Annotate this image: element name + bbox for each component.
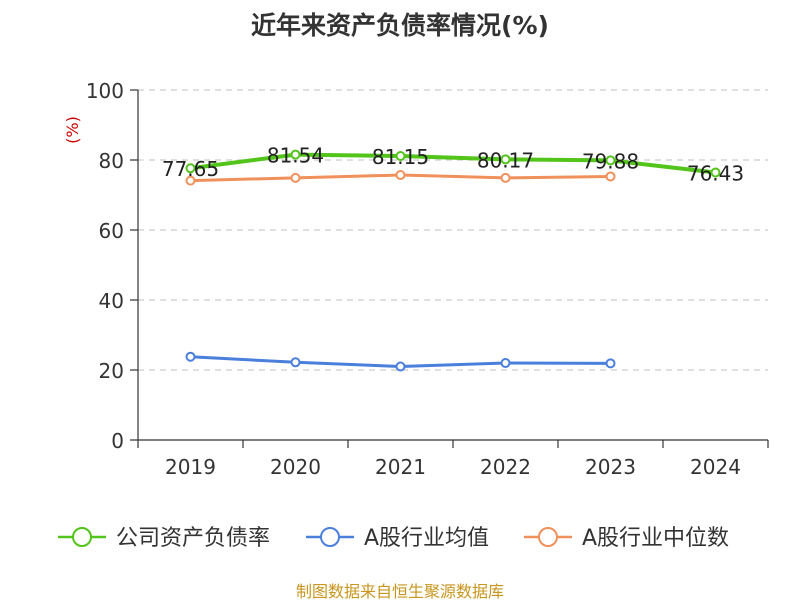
data-point	[710, 167, 721, 178]
legend-label: A股行业均值	[364, 526, 489, 551]
legend-marker	[72, 527, 92, 547]
y-tick-label: 0	[111, 429, 124, 453]
legend: 公司资产负债率 A股行业均值 A股行业中位数	[58, 526, 729, 551]
legend-label: 公司资产负债率	[116, 526, 270, 551]
data-label: 79.88	[582, 149, 639, 173]
data-point	[395, 150, 406, 161]
y-axis-unit: (%)	[63, 116, 82, 144]
data-label: 81.15	[372, 145, 429, 169]
data-label: 81.54	[267, 144, 324, 168]
legend-marker	[320, 527, 340, 547]
data-label: 76.43	[687, 161, 744, 185]
y-tick-label: 80	[99, 149, 124, 173]
y-tick-label: 40	[99, 289, 124, 313]
data-point	[290, 149, 301, 160]
data-point	[605, 155, 616, 166]
data-point	[500, 154, 511, 165]
grid-lines	[138, 89, 768, 371]
data-point	[500, 358, 511, 368]
x-tick-label: 2022	[480, 455, 531, 479]
x-tick-label: 2019	[165, 455, 216, 479]
x-tick-label: 2023	[585, 455, 636, 479]
data-point	[185, 163, 196, 174]
x-tick-label: 2020	[270, 455, 321, 479]
y-tick-label: 60	[99, 219, 124, 243]
y-tick-label: 20	[99, 359, 124, 383]
legend-item: A股行业均值	[306, 526, 489, 551]
x-tick-label: 2024	[690, 455, 741, 479]
legend-item: A股行业中位数	[524, 526, 729, 551]
data-point	[185, 351, 196, 362]
axes: 0 20 40 60 80 100 2019 2020 2021 2022 2023 2024 (%)	[63, 79, 769, 479]
series-line	[190, 152, 716, 175]
y-tick-label: 100	[86, 79, 124, 103]
data-point	[290, 357, 301, 368]
data-point	[605, 358, 616, 369]
series-lines	[185, 149, 721, 372]
data-label: 80.17	[477, 148, 534, 172]
x-tick-label: 2021	[375, 455, 426, 479]
data-labels: 77.65 81.54 81.15 80.17 79.88 76.43	[162, 144, 744, 186]
chart-title: 近年来资产负债率情况(%)	[251, 11, 549, 40]
legend-marker	[538, 527, 558, 547]
data-point	[290, 172, 301, 183]
data-point	[185, 175, 196, 186]
data-point	[605, 171, 616, 182]
data-point	[395, 170, 406, 181]
data-label: 77.65	[162, 157, 219, 181]
data-point	[500, 172, 511, 183]
legend-item: 公司资产负债率	[58, 526, 270, 551]
legend-label: A股行业中位数	[582, 526, 729, 551]
data-source-note: 制图数据来自恒生聚源数据库	[295, 582, 504, 601]
data-point	[395, 361, 406, 372]
